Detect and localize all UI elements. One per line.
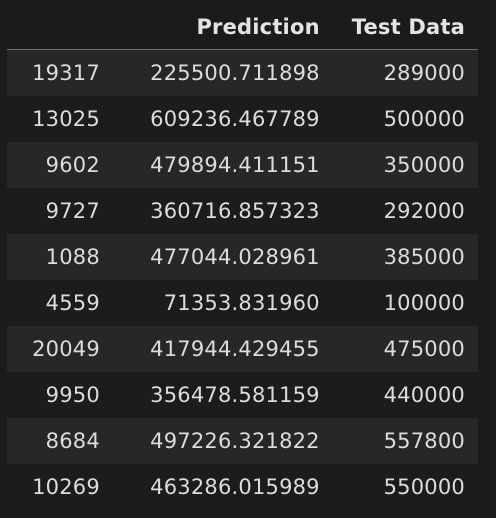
index-column-header: [7, 5, 113, 50]
prediction-cell: 609236.467789: [150, 107, 320, 131]
row-index: 9950: [45, 383, 100, 407]
prediction-cell: 497226.321822: [150, 429, 320, 453]
row-index: 10269: [32, 475, 100, 499]
row-index: 8684: [45, 429, 100, 453]
prediction-column-header: Prediction: [112, 5, 333, 50]
test-data-cell: 350000: [383, 153, 465, 177]
table-row: 1088 477044.028961 385000: [7, 234, 478, 280]
prediction-cell: 71353.831960: [163, 291, 320, 315]
header-row: Prediction Test Data: [7, 5, 478, 50]
table-row: 9727 360716.857323 292000: [7, 188, 478, 234]
row-index: 13025: [32, 107, 100, 131]
prediction-cell: 477044.028961: [150, 245, 320, 269]
prediction-cell: 356478.581159: [150, 383, 320, 407]
test-data-cell: 475000: [383, 337, 465, 361]
table-row: 10269 463286.015989 550000: [7, 464, 478, 510]
test-data-cell: 100000: [383, 291, 465, 315]
row-index: 4559: [45, 291, 100, 315]
table-row: 8684 497226.321822 557800: [7, 418, 478, 464]
row-index: 1088: [45, 245, 100, 269]
test-data-cell: 557800: [383, 429, 465, 453]
prediction-cell: 360716.857323: [150, 199, 320, 223]
table-row: 20049 417944.429455 475000: [7, 326, 478, 372]
test-data-cell: 385000: [383, 245, 465, 269]
table-row: 9950 356478.581159 440000: [7, 372, 478, 418]
table-body: 19317 225500.711898 289000 13025 609236.…: [7, 49, 478, 510]
test-data-cell: 289000: [383, 61, 465, 85]
table-row: 13025 609236.467789 500000: [7, 96, 478, 142]
test-data-cell: 292000: [383, 199, 465, 223]
table-row: 19317 225500.711898 289000: [7, 49, 478, 96]
prediction-cell: 225500.711898: [150, 61, 320, 85]
row-index: 20049: [32, 337, 100, 361]
table-header: Prediction Test Data: [7, 5, 478, 50]
test-data-cell: 500000: [383, 107, 465, 131]
table-row: 9602 479894.411151 350000: [7, 142, 478, 188]
prediction-cell: 479894.411151: [150, 153, 320, 177]
row-index: 9727: [45, 199, 100, 223]
prediction-cell: 463286.015989: [150, 475, 320, 499]
table-row: 4559 71353.831960 100000: [7, 280, 478, 326]
test-data-column-header: Test Data: [332, 5, 478, 50]
prediction-cell: 417944.429455: [150, 337, 320, 361]
test-data-cell: 550000: [383, 475, 465, 499]
row-index: 9602: [45, 153, 100, 177]
row-index: 19317: [32, 61, 100, 85]
dataframe-table: Prediction Test Data 19317 225500.711898…: [7, 5, 478, 510]
test-data-cell: 440000: [383, 383, 465, 407]
